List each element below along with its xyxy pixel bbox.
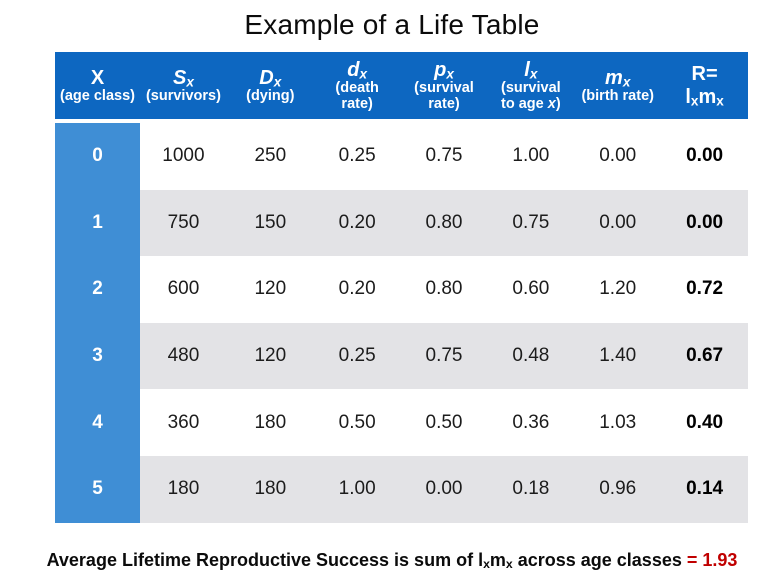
header-cell-dying: Dx (dying) [246, 66, 295, 104]
cell-age-class: 1 [55, 189, 140, 257]
footnote-lx: lx [478, 550, 490, 572]
cell-survival-rate: 0.75 [425, 345, 463, 367]
cell-survival-to-age: 0.48 [512, 345, 550, 367]
cell-r-lxmx: 0.00 [686, 211, 724, 233]
cell-survivors: 480 [167, 345, 200, 367]
table-row-age-2: 2 600 120 0.20 0.80 0.60 1.20 0.72 [55, 256, 748, 323]
cell-survivors: 750 [167, 211, 200, 233]
header-cell-birth-rate: mx (birth rate) [581, 66, 654, 104]
cell-r-lxmx: 0.67 [686, 345, 724, 367]
life-table: X (age class) Sx (survivors) Dx (dying) dx (dea… [55, 52, 748, 523]
table-row-age-4: 4 360 180 0.50 0.50 0.36 1.03 0.40 [55, 389, 748, 456]
table-row-age-1: 1 750 150 0.20 0.80 0.75 0.00 0.00 [55, 189, 748, 257]
cell-death-rate: 1.00 [338, 478, 376, 500]
cell-survivors: 180 [167, 478, 200, 500]
cell-dying: 120 [254, 345, 287, 367]
footnote-text-2: across age classes [512, 550, 687, 570]
cell-death-rate: 0.20 [338, 211, 376, 233]
cell-age-class: 3 [55, 322, 140, 390]
cell-dying: 150 [254, 211, 287, 233]
cell-birth-rate: 1.40 [599, 345, 637, 367]
cell-dying: 120 [254, 278, 287, 300]
cell-age-class: 2 [55, 256, 140, 323]
footnote-result: = 1.93 [686, 550, 738, 570]
cell-death-rate: 0.25 [338, 145, 376, 167]
cell-survival-rate: 0.80 [425, 278, 463, 300]
cell-survival-rate: 0.75 [425, 145, 463, 167]
cell-age-class: 0 [55, 123, 140, 190]
cell-death-rate: 0.25 [338, 345, 376, 367]
cell-age-class: 5 [55, 455, 140, 523]
header-cell-survival-rate: px (survival rate) [414, 58, 474, 112]
header-cell-death-rate: dx (death rate) [335, 58, 379, 112]
cell-dying: 250 [254, 145, 287, 167]
footnote-text: Average Lifetime Reproductive Success is… [46, 550, 479, 570]
cell-survival-to-age: 0.60 [512, 278, 550, 300]
page-title: Example of a Life Table [244, 9, 540, 40]
cell-r-lxmx: 0.72 [686, 278, 724, 300]
table-row-age-3: 3 480 120 0.25 0.75 0.48 1.40 0.67 [55, 322, 748, 390]
table-row-age-5: 5 180 180 1.00 0.00 0.18 0.96 0.14 [55, 455, 748, 523]
table-header-row: X (age class) Sx (survivors) Dx (dying) dx (dea… [55, 52, 748, 119]
cell-age-class: 4 [55, 389, 140, 456]
cell-survival-to-age: 0.75 [512, 211, 550, 233]
cell-birth-rate: 1.20 [599, 278, 637, 300]
cell-r-lxmx: 0.00 [686, 145, 724, 167]
cell-survival-rate: 0.50 [425, 411, 463, 433]
cell-survivors: 600 [167, 278, 200, 300]
cell-birth-rate: 0.00 [599, 211, 637, 233]
cell-survival-to-age: 1.00 [512, 145, 550, 167]
cell-r-lxmx: 0.14 [686, 478, 724, 500]
header-cell-survivors: Sx (survivors) [145, 66, 221, 104]
cell-survivors: 360 [167, 411, 200, 433]
header-cell-survival-to-age: lx (survival to age x) [501, 58, 561, 112]
cell-death-rate: 0.50 [338, 411, 376, 433]
cell-survival-rate: 0.00 [425, 478, 463, 500]
header-cell-age-class: X (age class) [60, 66, 135, 104]
cell-death-rate: 0.20 [338, 278, 376, 300]
cell-survival-to-age: 0.36 [512, 411, 550, 433]
footnote: Average Lifetime Reproductive Success is… [0, 550, 784, 571]
cell-dying: 180 [254, 411, 287, 433]
footnote-mx: mx [489, 550, 513, 572]
table-body: 0 1000 250 0.25 0.75 1.00 0.00 0.00 1 750 150 0.20 0… [55, 123, 748, 523]
cell-survival-to-age: 0.18 [512, 478, 550, 500]
header-cell-r-lxmx: R= lxmx [685, 63, 724, 109]
cell-r-lxmx: 0.40 [686, 411, 724, 433]
cell-birth-rate: 1.03 [599, 411, 637, 433]
table-row-age-0: 0 1000 250 0.25 0.75 1.00 0.00 0.00 [55, 123, 748, 190]
cell-dying: 180 [254, 478, 287, 500]
cell-birth-rate: 0.96 [599, 478, 637, 500]
cell-survival-rate: 0.80 [425, 211, 463, 233]
cell-survivors: 1000 [162, 145, 205, 167]
cell-birth-rate: 0.00 [599, 145, 637, 167]
